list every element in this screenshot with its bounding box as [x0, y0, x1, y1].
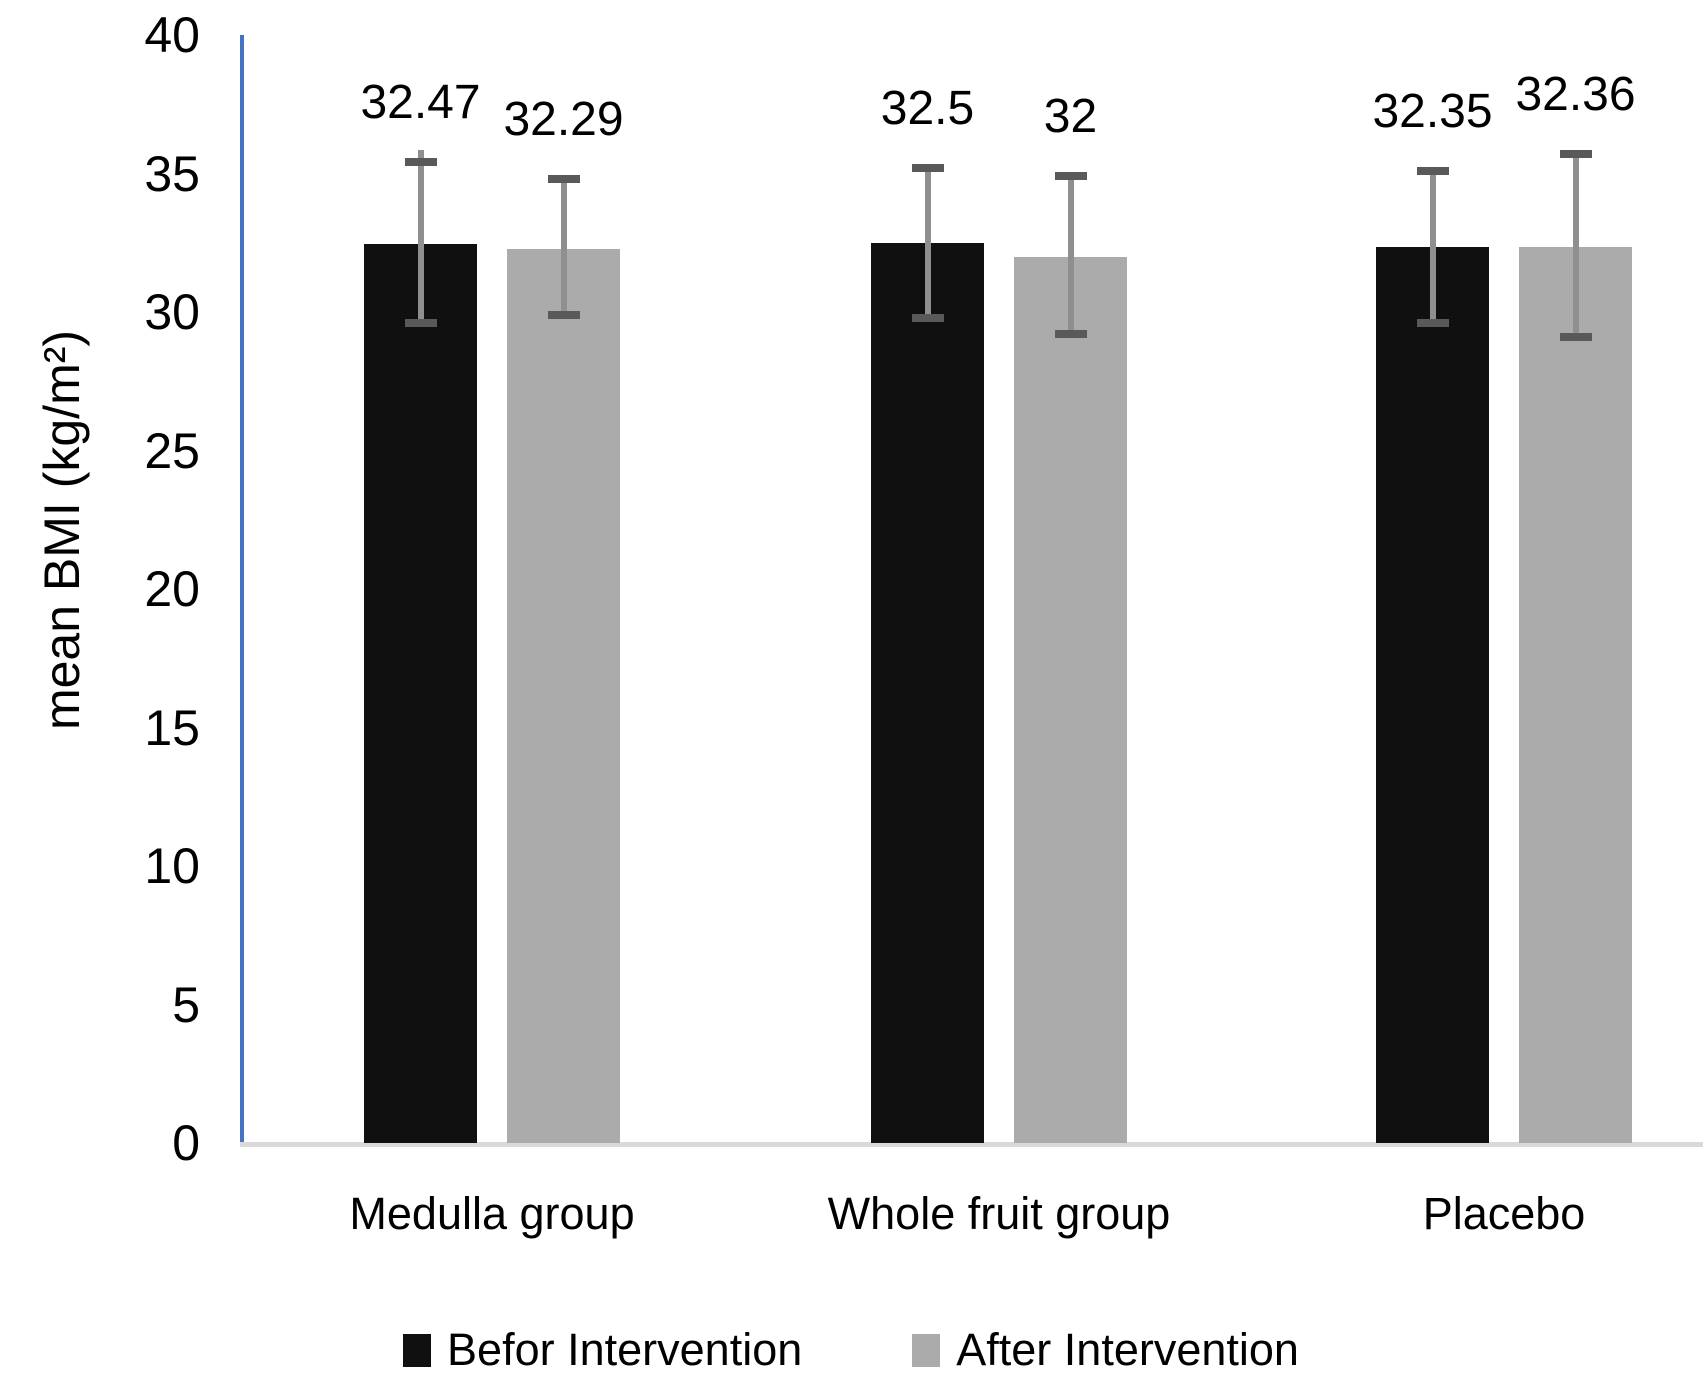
- data-label: 32.36: [1515, 68, 1636, 122]
- bar-befor-intervention-placebo: [1376, 246, 1489, 1143]
- data-label: 32.5: [880, 81, 975, 135]
- legend-label: Befor Intervention: [447, 1324, 803, 1375]
- error-bar-cap-bottom: [547, 310, 580, 319]
- data-label: 32.35: [1372, 84, 1493, 138]
- legend-item-befor-intervention: Befor Intervention: [403, 1325, 802, 1375]
- bar-after-intervention-placebo: [1519, 246, 1632, 1143]
- data-label: 32.29: [503, 93, 624, 147]
- y-tick-label-30: 30: [144, 284, 200, 340]
- error-bar-cap-bottom: [1416, 319, 1449, 328]
- y-axis-line: [240, 35, 244, 1147]
- error-bar-line: [1429, 170, 1436, 324]
- y-tick-label-25: 25: [144, 422, 200, 479]
- error-bar-cap-top: [1054, 172, 1087, 181]
- y-tick-label-15: 15: [144, 699, 200, 756]
- y-tick-label-20: 20: [144, 561, 200, 617]
- bar-befor-intervention-whole-fruit-group: [871, 242, 984, 1143]
- bar-befor-intervention-medulla-group: [364, 243, 477, 1143]
- error-bar-cap-bottom: [1054, 330, 1087, 339]
- category-label-medulla-group: Medulla group: [349, 1188, 635, 1239]
- error-bar-line: [1067, 176, 1074, 335]
- y-tick-label-10: 10: [144, 838, 200, 894]
- error-bar-cap-bottom: [911, 313, 944, 322]
- error-bar-cap-top: [547, 175, 580, 184]
- error-bar-line: [417, 150, 424, 324]
- error-bar-cap-bottom: [1559, 332, 1592, 341]
- error-bar-line: [1572, 154, 1579, 337]
- data-label: 32: [1043, 90, 1098, 144]
- error-bar-cap-top: [1416, 166, 1449, 175]
- category-label-placebo: Placebo: [1422, 1188, 1586, 1239]
- legend-item-after-intervention: After Intervention: [912, 1325, 1299, 1375]
- error-bar-cap-bottom: [404, 319, 437, 328]
- y-tick-label-35: 35: [144, 145, 200, 202]
- bar-after-intervention-medulla-group: [507, 248, 620, 1143]
- chart-legend: Befor Intervention After Intervention: [86, 1325, 1616, 1375]
- error-bar-cap-top: [404, 158, 437, 167]
- error-bar-cap-top: [911, 163, 944, 172]
- error-bar-cap-top: [1559, 150, 1592, 159]
- y-tick-label-40: 40: [144, 7, 200, 63]
- y-axis-title: mean BMI (kg/m²): [34, 329, 90, 731]
- legend-label: After Intervention: [956, 1324, 1299, 1375]
- legend-marker-icon: [912, 1333, 941, 1367]
- category-label-whole-fruit-group: Whole fruit group: [827, 1188, 1171, 1239]
- x-axis-line: [240, 1142, 1703, 1147]
- error-bar-line: [560, 179, 567, 315]
- legend-marker-icon: [403, 1333, 432, 1367]
- data-label: 32.47: [360, 76, 481, 130]
- y-tick-label-5: 5: [172, 976, 200, 1033]
- bar-after-intervention-whole-fruit-group: [1014, 256, 1127, 1143]
- error-bar-line: [924, 167, 931, 318]
- y-tick-label-0: 0: [172, 1115, 200, 1171]
